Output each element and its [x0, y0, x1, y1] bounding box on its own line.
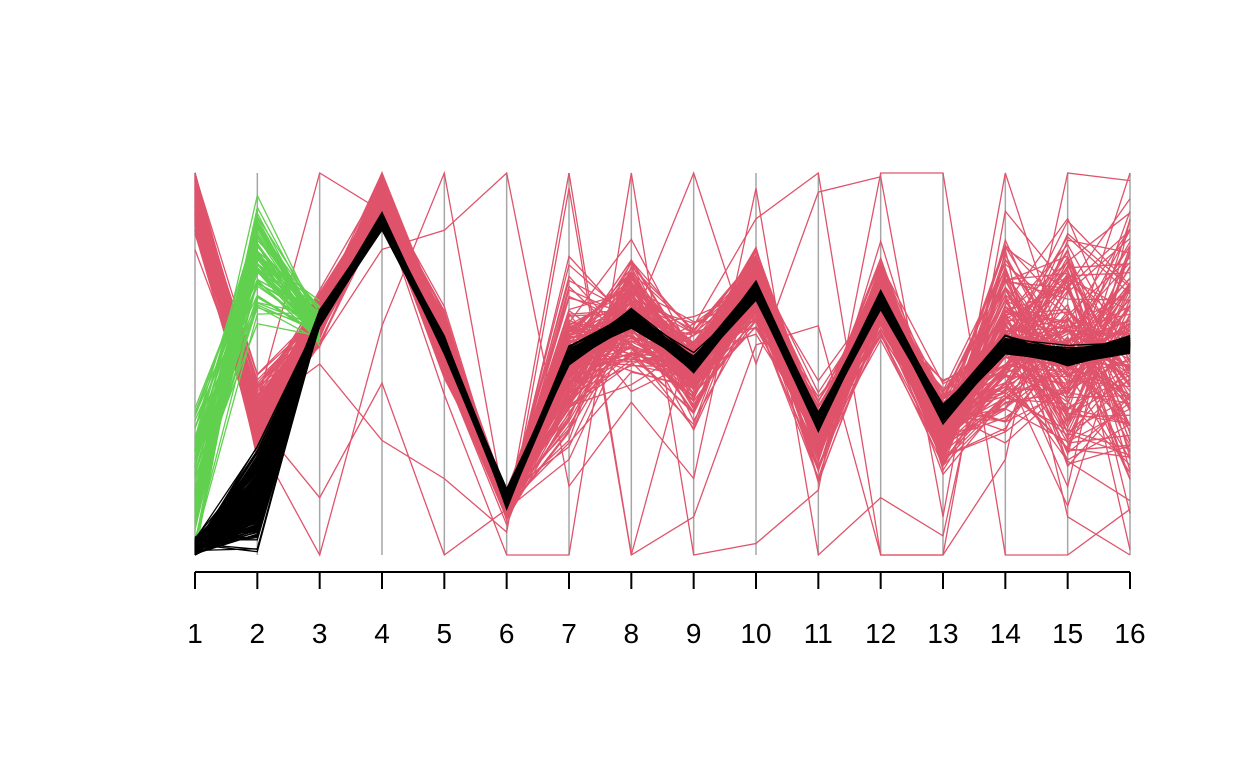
- x-tick-label-4: 4: [374, 618, 390, 649]
- x-tick-label-8: 8: [624, 618, 640, 649]
- x-tick-label-9: 9: [686, 618, 702, 649]
- series-1-line: [194, 221, 321, 429]
- series-1-line: [194, 252, 321, 527]
- series-0-outlier-line: [194, 171, 1131, 557]
- x-tick-label-5: 5: [437, 618, 453, 649]
- x-tick-label-12: 12: [865, 618, 896, 649]
- series-1-line: [194, 235, 321, 503]
- series-1-line: [194, 241, 321, 465]
- series-1-line: [194, 262, 321, 531]
- x-tick-label-16: 16: [1114, 618, 1145, 649]
- x-tick-label-2: 2: [250, 618, 266, 649]
- x-tick-label-13: 13: [927, 618, 958, 649]
- series-2-line: [194, 221, 1131, 547]
- x-axis: [194, 571, 1131, 589]
- series-0-outlier-line: [194, 171, 1131, 557]
- series-0-outlier-line: [194, 171, 1131, 556]
- x-tick-label-6: 6: [499, 618, 515, 649]
- tick-labels: 1 2 3 4 5 6 7 8 9 10 11 12 13 14 15 16: [187, 618, 1145, 649]
- x-tick-label-7: 7: [561, 618, 577, 649]
- series-1-line: [194, 249, 321, 409]
- x-tick-label-15: 15: [1052, 618, 1083, 649]
- series-1-line: [194, 193, 321, 469]
- series-0-line: [194, 171, 1131, 513]
- x-tick-label-11: 11: [804, 618, 833, 649]
- series-lines: [194, 170, 1131, 557]
- series-1-lines: [194, 193, 321, 556]
- x-tick-label-14: 14: [990, 618, 1021, 649]
- x-tick-label-10: 10: [740, 618, 771, 649]
- x-tick-label-1: 1: [187, 618, 203, 649]
- series-2-lines: [194, 211, 1131, 556]
- x-tick-label-3: 3: [312, 618, 328, 649]
- series-2-line: [194, 220, 1131, 553]
